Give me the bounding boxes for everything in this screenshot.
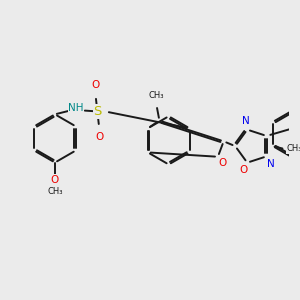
- Text: S: S: [93, 105, 102, 118]
- Text: CH₃: CH₃: [286, 145, 300, 154]
- Text: O: O: [91, 80, 100, 90]
- Text: CH₃: CH₃: [47, 187, 63, 196]
- Text: CH₃: CH₃: [149, 91, 164, 100]
- Text: N: N: [242, 116, 250, 126]
- Text: O: O: [95, 133, 103, 142]
- Text: O: O: [51, 175, 59, 185]
- Text: N: N: [267, 159, 274, 169]
- Text: O: O: [219, 158, 227, 167]
- Text: NH: NH: [68, 103, 84, 112]
- Text: O: O: [239, 165, 248, 176]
